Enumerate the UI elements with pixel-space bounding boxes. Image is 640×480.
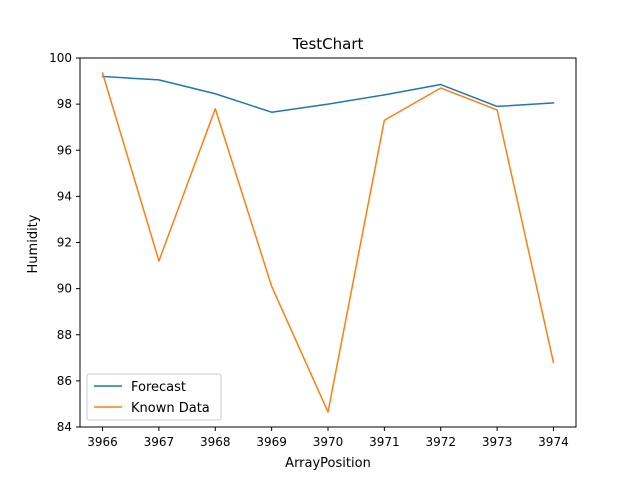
y-tick-label: 90: [57, 282, 72, 296]
series-line-1: [101, 72, 555, 413]
y-axis-label: Humidity: [26, 214, 41, 273]
x-tick-label: 3972: [425, 435, 456, 449]
x-tick-label: 3973: [482, 435, 513, 449]
chart-title: TestChart: [292, 35, 364, 53]
x-tick-label: 3971: [369, 435, 400, 449]
y-tick-label: 88: [57, 328, 72, 342]
x-axis-ticks: 3966 3967 3968 3969 3970 3971 3972 3973 3974: [87, 427, 569, 449]
y-tick-label: 98: [57, 97, 72, 111]
x-tick-label: 3966: [87, 435, 118, 449]
legend: Forecast Known Data: [86, 373, 222, 421]
y-tick-label: 94: [57, 189, 72, 203]
y-tick-label: 86: [57, 374, 72, 388]
y-axis-ticks: 84 86 88 90 92 94 96 98 100: [49, 51, 80, 434]
legend-label-0: Forecast: [131, 380, 186, 395]
legend-label-1: Known Data: [131, 401, 210, 416]
series-line-0: [101, 75, 555, 113]
y-tick-label: 84: [57, 420, 72, 434]
y-tick-label: 100: [49, 51, 72, 65]
x-tick-label: 3967: [144, 435, 175, 449]
x-tick-label: 3970: [313, 435, 344, 449]
x-tick-label: 3969: [256, 435, 287, 449]
x-tick-label: 3968: [200, 435, 231, 449]
y-tick-label: 92: [57, 236, 72, 250]
x-tick-label: 3974: [538, 435, 569, 449]
y-tick-label: 96: [57, 143, 72, 157]
x-axis-label: ArrayPosition: [285, 456, 371, 471]
